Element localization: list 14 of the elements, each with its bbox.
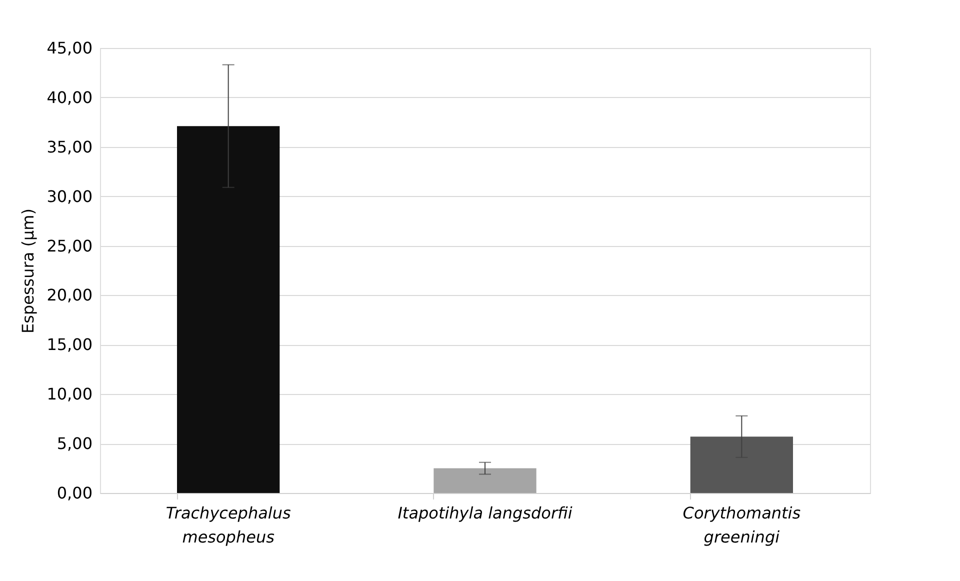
y-tick-label: 15,00: [46, 335, 92, 354]
x-tick-label: Trachycephalus mesopheus: [166, 504, 291, 546]
y-tick-label: 25,00: [46, 236, 92, 256]
x-tick-label: Corythomantis greeningi: [682, 504, 801, 546]
x-tick-label: Itapotihyla langsdorfii: [398, 504, 573, 522]
y-tick-label: 5,00: [56, 434, 92, 454]
y-tick-label: 0,00: [56, 484, 92, 502]
y-tick-label: 35,00: [46, 137, 92, 156]
y-tick-label: 20,00: [46, 286, 92, 305]
y-tick-label: 10,00: [46, 384, 92, 404]
y-tick-label: 45,00: [46, 38, 92, 58]
y-tick-label: 30,00: [46, 186, 92, 206]
y-axis-title: Espessura (µm): [18, 208, 38, 334]
y-tick-label: 40,00: [46, 88, 92, 107]
